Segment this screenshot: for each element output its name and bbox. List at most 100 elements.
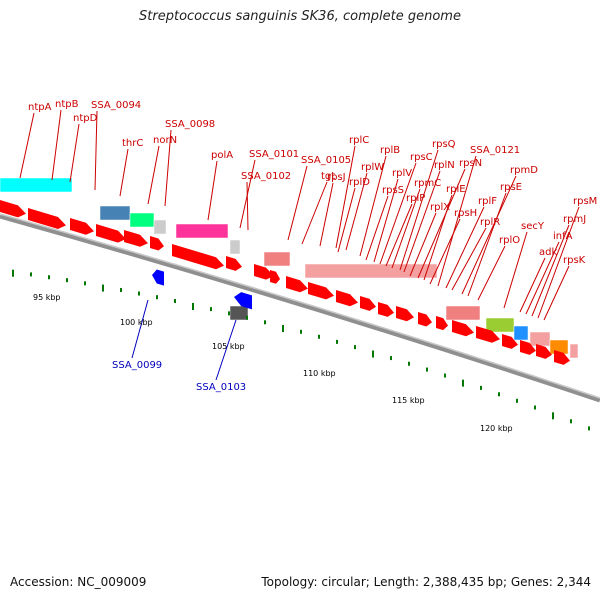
leader-line <box>385 203 413 267</box>
cds-arrow <box>226 256 242 271</box>
gene-label: rpsN <box>459 158 482 169</box>
scale-tick <box>318 334 320 339</box>
scale-tick <box>30 272 32 277</box>
gene-label: SSA_0099 <box>112 360 162 371</box>
leader-line <box>359 155 387 257</box>
cds-arrow <box>336 290 358 307</box>
gene-feature-box <box>485 317 515 333</box>
gene-label: rpsH <box>454 208 477 219</box>
leader-line <box>467 192 507 297</box>
gene-feature-box <box>229 239 241 255</box>
scale-tick <box>516 398 518 403</box>
scale-tick <box>372 350 374 358</box>
scale-tick <box>138 291 140 296</box>
scale-tick <box>66 278 68 283</box>
scale-tick <box>210 307 212 312</box>
scale-tick <box>228 311 230 316</box>
leader-line <box>131 299 149 359</box>
scale-label: 105 kbp <box>212 342 245 351</box>
gene-feature-box <box>175 223 229 239</box>
cds-arrow <box>172 244 224 270</box>
gene-label: rplF <box>478 196 497 207</box>
scale-tick <box>282 324 284 332</box>
scale-tick <box>156 295 158 300</box>
gene-label: rpsM <box>573 196 597 207</box>
leader-line <box>246 181 249 231</box>
gene-label: ntpD <box>73 113 98 124</box>
scale-tick <box>300 329 302 334</box>
leader-line <box>391 188 421 269</box>
gene-label: SSA_0102 <box>241 171 291 182</box>
cds-arrow <box>418 312 432 327</box>
cds-arrow <box>308 282 334 300</box>
gene-feature-box <box>263 251 291 267</box>
scale-tick <box>534 405 536 410</box>
scale-tick <box>84 281 86 286</box>
leader-line <box>164 129 172 207</box>
gene-label: rplO <box>499 235 520 246</box>
label-leader-lines <box>19 109 580 381</box>
gene-label: rplN <box>434 160 455 171</box>
leader-line <box>503 231 528 309</box>
scale-tick <box>480 385 482 390</box>
leader-line <box>337 187 356 253</box>
cds-arrow <box>0 200 26 218</box>
leader-line <box>445 206 485 289</box>
cds-arrow <box>254 264 274 280</box>
leader-line <box>531 224 570 317</box>
gene-feature-box <box>129 212 155 228</box>
leader-line <box>94 110 98 191</box>
gene-labels: ntpA ntpB ntpD SSA_0094 thrC norN SSA_0098 polA… <box>28 99 597 393</box>
cds-arrow <box>436 316 448 331</box>
scale-tick <box>444 373 446 378</box>
leader-line <box>477 245 506 301</box>
gene-label: rpsQ <box>432 139 456 150</box>
cds-arrow <box>520 340 536 355</box>
cds-arrow <box>502 334 518 349</box>
leader-line <box>319 182 334 247</box>
gene-label: rpsE <box>500 182 522 193</box>
gene-feature-box <box>0 177 73 193</box>
scale-tick <box>552 412 554 420</box>
scale-tick <box>246 315 248 320</box>
gene-label: SSA_0094 <box>91 100 141 111</box>
gene-label: rplB <box>380 145 400 156</box>
leader-line <box>335 145 356 249</box>
leader-line <box>365 195 389 261</box>
scale-tick <box>102 284 104 292</box>
scale-tick <box>390 356 392 361</box>
map-title: Streptococcus sanguinis SK36, complete g… <box>139 9 461 24</box>
gene-label: rplW <box>361 162 384 173</box>
scale-track: 95 kbp 100 kbp 105 kbp 110 kbp 115 kbp 120 kb… <box>12 269 590 433</box>
leader-line <box>399 149 439 271</box>
gene-feature-box <box>513 325 529 341</box>
gene-feature-box <box>529 331 551 347</box>
gene-label: polA <box>211 150 233 161</box>
cds-arrow <box>152 269 164 286</box>
scale-tick <box>264 320 266 325</box>
cds-arrow <box>452 320 474 337</box>
leader-line <box>119 148 129 197</box>
gene-label: rplV <box>392 168 412 179</box>
gene-feature-box <box>153 219 167 235</box>
leader-line <box>379 162 417 265</box>
scale-tick <box>192 302 194 310</box>
leader-line <box>403 170 441 273</box>
scale-tick <box>426 367 428 372</box>
cds-arrow <box>554 350 570 365</box>
gene-label: norN <box>153 135 177 146</box>
gene-label: rpmD <box>510 165 538 176</box>
gene-label: rplE <box>446 184 466 195</box>
leader-line <box>215 319 237 381</box>
gene-label: rpsS <box>382 185 404 196</box>
scale-label: 110 kbp <box>303 369 336 378</box>
cds-arrow <box>360 296 376 311</box>
gene-label: adk <box>539 247 557 258</box>
cds-arrow <box>396 306 414 322</box>
scale-label: 115 kbp <box>392 396 425 405</box>
cds-arrow <box>286 276 308 293</box>
gene-feature-box <box>569 343 579 359</box>
cds-arrow <box>124 230 148 247</box>
scale-label: 100 kbp <box>120 318 153 327</box>
